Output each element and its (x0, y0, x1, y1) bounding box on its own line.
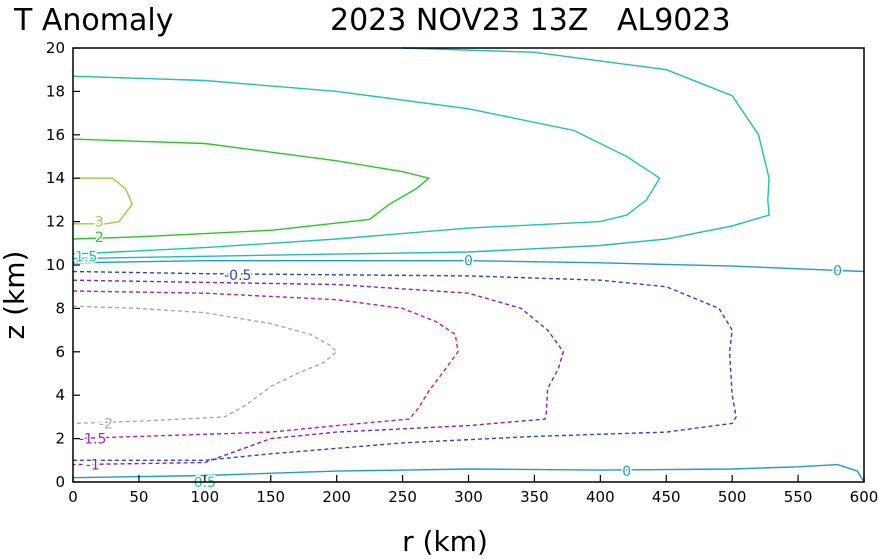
x-tick-label-0: 0 (68, 488, 78, 506)
y-tick-label-9: 18 (46, 82, 65, 100)
y-axis-ticks: 0 2 4 6 8 10 12 14 16 18 20 (46, 39, 80, 491)
x-tick-label-5: 250 (388, 488, 417, 506)
y-tick-label-2: 4 (55, 386, 65, 404)
contour-line-5 (72, 270, 737, 461)
contour-label-10: 0.5 (194, 475, 216, 491)
y-tick-label-0: 0 (55, 473, 65, 491)
chart-title-right: 2023 NOV23 13Z AL9023 (330, 3, 731, 38)
x-tick-label-6: 300 (454, 488, 483, 506)
contour-line-6 (72, 279, 565, 466)
y-tick-label-10: 20 (46, 39, 65, 57)
y-tick-label-7: 14 (46, 169, 65, 187)
y-tick-label-6: 12 (46, 213, 65, 231)
y-tick-label-4: 8 (55, 299, 65, 317)
x-tick-label-8: 400 (586, 488, 615, 506)
contour-line-0 (73, 177, 134, 225)
chart-title-left: T Anomaly (13, 3, 173, 38)
x-tick-label-10: 500 (718, 488, 747, 506)
contour-line-1 (72, 138, 431, 240)
contour-label-8: -2 (99, 416, 113, 432)
contour-label-6: -1.5 (79, 432, 106, 448)
x-tick-label-2: 100 (191, 488, 220, 506)
x-tick-label-3: 150 (256, 488, 285, 506)
contour-label-1: 2 (95, 230, 104, 246)
contour-line-3 (72, 47, 770, 260)
contour-label-0: 3 (95, 215, 104, 231)
contour-line-8 (72, 305, 338, 425)
y-tick-label-3: 6 (55, 343, 65, 361)
contour-label-5: -0.5 (224, 268, 251, 284)
contour-label-7: -1 (86, 458, 100, 474)
contour-lines (72, 47, 865, 483)
contour-label-3: 0 (464, 254, 473, 270)
contour-line-9 (72, 463, 865, 483)
contour-line-2 (72, 75, 661, 255)
x-axis-label: r (km) (402, 525, 488, 558)
x-axis-ticks: 0 50 100 150 200 250 300 350 400 450 500 550 600 (68, 475, 878, 506)
x-tick-label-9: 450 (652, 488, 681, 506)
y-tick-label-1: 2 (55, 430, 65, 448)
contour-line-4 (72, 260, 865, 273)
x-tick-label-11: 550 (784, 488, 813, 506)
contour-labels: 32 1.5 0 0 -0.5 -1.5 -1 -2 0 0.5 (74, 213, 844, 492)
contour-line-7 (72, 290, 459, 440)
x-tick-label-4: 200 (322, 488, 351, 506)
contour-label-2: 1.5 (75, 249, 97, 265)
contour-label-4: 0 (833, 263, 842, 279)
x-tick-label-12: 600 (850, 488, 879, 506)
contour-label-9: 0 (622, 464, 631, 480)
x-tick-label-7: 350 (520, 488, 549, 506)
y-tick-label-5: 10 (46, 256, 65, 274)
y-axis-label: z (km) (0, 251, 31, 340)
y-tick-label-8: 16 (46, 126, 65, 144)
x-tick-label-1: 50 (129, 488, 148, 506)
